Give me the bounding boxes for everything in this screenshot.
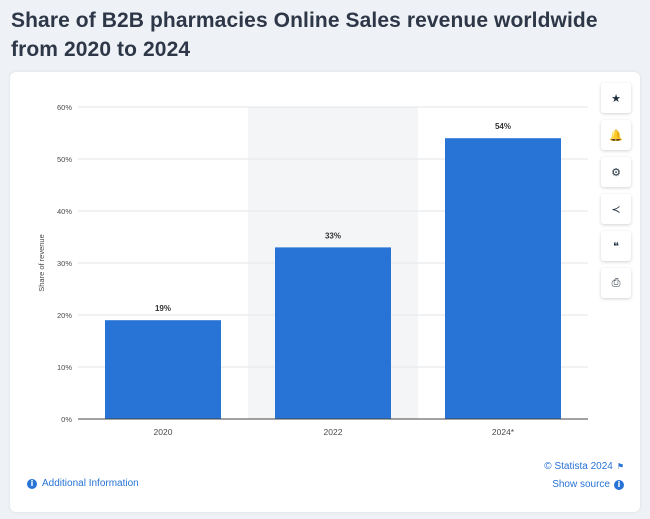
print-button[interactable]: ⎙: [601, 268, 631, 298]
bar-value-label: 19%: [155, 304, 171, 313]
y-tick-label: 40%: [57, 207, 72, 216]
cite-quote-icon: ❝: [613, 239, 619, 253]
additional-information-link[interactable]: i Additional Information: [27, 478, 139, 489]
page-title: Share of B2B pharmacies Online Sales rev…: [11, 9, 598, 61]
source-footer: © Statista 2024 ⚑ Show source i: [544, 461, 624, 497]
info-icon: i: [614, 479, 624, 490]
y-tick-label: 10%: [57, 363, 72, 372]
cite-quote-button[interactable]: ❝: [601, 231, 631, 261]
chart-toolbar: ★ 🔔 ⚙ ≺ ❝ ⎙: [601, 83, 631, 305]
share-icon: ≺: [611, 202, 621, 216]
bar-value-label: 54%: [495, 122, 511, 131]
bar-value-label: 33%: [325, 231, 341, 240]
y-axis-label: Share of revenue: [37, 234, 46, 292]
bar-2020[interactable]: [105, 320, 221, 419]
y-tick-label: 50%: [57, 155, 72, 164]
y-tick-label: 30%: [57, 259, 72, 268]
notification-bell-icon: 🔔: [609, 128, 623, 142]
copyright-label[interactable]: © Statista 2024: [544, 461, 613, 472]
info-icon: i: [27, 478, 37, 489]
chart-card: 19% 33% 54% 0% 10% 20% 30% 40% 50% 60% Share of r…: [10, 72, 640, 512]
share-button[interactable]: ≺: [601, 194, 631, 224]
y-tick-label: 20%: [57, 311, 72, 320]
y-tick-label: 60%: [57, 103, 72, 112]
x-tick-label: 2020: [154, 427, 173, 437]
show-source-link[interactable]: Show source i: [544, 479, 624, 490]
bar-chart: 19% 33% 54% 0% 10% 20% 30% 40% 50% 60% Share of r…: [37, 103, 588, 437]
show-source-label: Show source: [552, 479, 610, 490]
flag-icon: ⚑: [616, 462, 624, 471]
print-icon: ⎙: [611, 276, 621, 289]
settings-gear-icon: ⚙: [611, 165, 621, 179]
x-tick-label: 2024*: [492, 427, 515, 437]
bar-2024*[interactable]: [445, 138, 561, 419]
x-tick-label: 2022: [324, 427, 343, 437]
favorite-star-icon: ★: [611, 91, 621, 105]
favorite-star-button[interactable]: ★: [601, 83, 631, 113]
y-tick-label: 0%: [61, 415, 72, 424]
additional-information-label: Additional Information: [42, 478, 139, 489]
notification-bell-button[interactable]: 🔔: [601, 120, 631, 150]
bar-2022[interactable]: [275, 247, 391, 419]
settings-gear-button[interactable]: ⚙: [601, 157, 631, 187]
